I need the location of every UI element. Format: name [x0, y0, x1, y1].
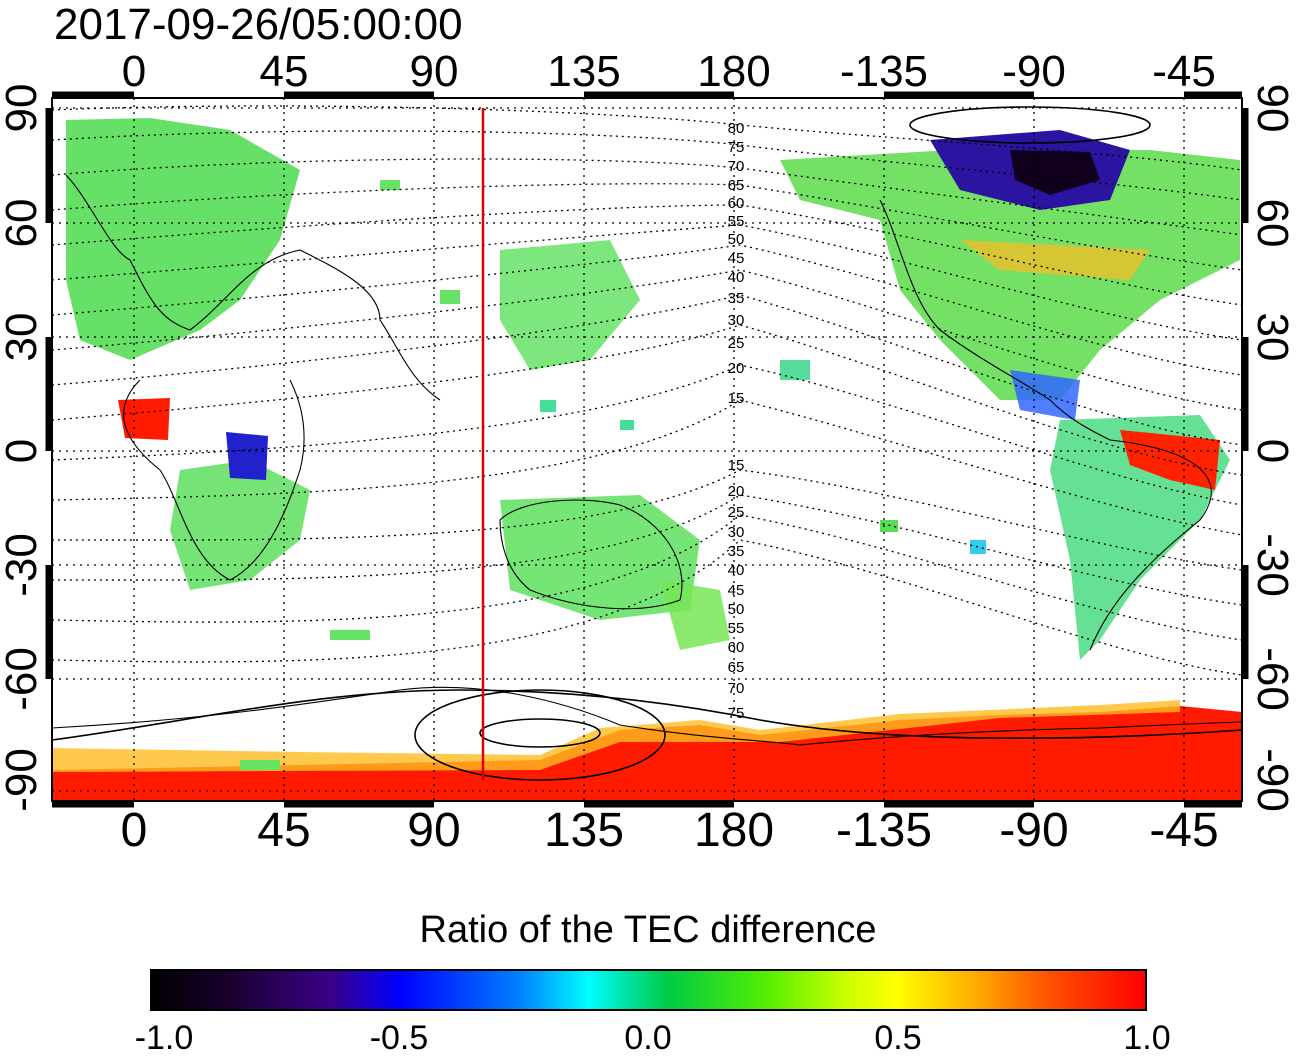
- lat-tick-left: 30: [0, 313, 46, 362]
- lon-tick-bottom: -135: [836, 804, 932, 857]
- colorbar-tick: -0.5: [369, 1019, 429, 1057]
- contour-label-south: 20: [728, 483, 745, 500]
- lat-tick-left: -30: [0, 533, 46, 597]
- scattered-cell: [380, 180, 400, 190]
- lat-tick-left: -60: [0, 647, 46, 711]
- contour-label-north: 80: [728, 120, 745, 137]
- lon-tick-bottom: -90: [999, 804, 1068, 857]
- contour-label-south: 55: [728, 620, 745, 637]
- lon-tick-bottom: -45: [1149, 804, 1218, 857]
- lon-tick-top: 180: [697, 47, 770, 96]
- antarctic-orange-fringe: [52, 700, 1180, 772]
- contour-label-north: 25: [728, 335, 745, 352]
- scattered-cell: [540, 400, 556, 412]
- lon-tick-top: 135: [547, 47, 620, 96]
- contour-label-north: 50: [728, 231, 745, 248]
- lat-tick-left: -90: [0, 748, 46, 812]
- contour-label-north: 70: [728, 158, 745, 175]
- lon-tick-top: -90: [1002, 47, 1066, 96]
- colorbar-tick: 0.0: [624, 1019, 672, 1057]
- lat-tick-right: -30: [1248, 533, 1296, 597]
- contour-label-north: 65: [728, 177, 745, 194]
- contour-label-north: 55: [728, 213, 745, 230]
- contour-label-north: 35: [728, 290, 745, 307]
- scattered-cell: [970, 540, 986, 554]
- lat-tick-right: 30: [1248, 313, 1296, 362]
- lon-tick-bottom: 135: [544, 804, 624, 857]
- graticule: [52, 98, 1242, 801]
- lat-tick-right: 90: [1248, 84, 1296, 133]
- contour-label-south: 60: [728, 639, 745, 656]
- auroral-oval-contours: [52, 106, 1242, 781]
- lat-tick-right: -90: [1248, 748, 1296, 812]
- colorbar-tick: 1.0: [1123, 1019, 1171, 1057]
- europe-region: [66, 118, 300, 360]
- lat-tick-left: 60: [0, 199, 46, 248]
- scattered-cell: [330, 630, 370, 640]
- lon-tick-bottom: 90: [407, 804, 460, 857]
- lon-tick-bottom: 0: [121, 804, 148, 857]
- central-africa-low-ratio-region: [226, 432, 268, 480]
- contour-label-north: 20: [728, 360, 745, 377]
- lon-tick-top: -135: [840, 47, 928, 96]
- contour-label-south: 75: [728, 705, 745, 722]
- colorbar: [150, 969, 1147, 1011]
- contour-label-north: 60: [728, 195, 745, 212]
- contour-label-south: 65: [728, 659, 745, 676]
- contour-label-south: 50: [728, 601, 745, 618]
- scattered-cell: [440, 290, 460, 304]
- contour-label-north: 40: [728, 269, 745, 286]
- scattered-cell: [240, 760, 280, 770]
- contour-label-north: 15: [728, 390, 745, 407]
- lon-tick-top: 90: [410, 47, 459, 96]
- tec-map: 0 45 90 135 180 -135 -90 -45 0 45 90 135…: [0, 47, 1296, 857]
- colorbar-tick: -1.0: [134, 1019, 194, 1057]
- scattered-cell: [780, 360, 810, 380]
- tec-data-layer: [52, 118, 1242, 801]
- lat-tick-left: 0: [0, 439, 46, 463]
- scattered-cell: [880, 520, 898, 532]
- axis-tick-bars: [45, 91, 1249, 808]
- contour-label-south: 15: [728, 457, 745, 474]
- contour-label-south: 45: [728, 582, 745, 599]
- magnetic-latitude-contours: [52, 105, 1242, 676]
- west-africa-high-ratio-region: [118, 398, 170, 440]
- lon-tick-bottom: 45: [257, 804, 310, 857]
- lon-tick-top: -45: [1152, 47, 1216, 96]
- lat-tick-left: 90: [0, 84, 46, 133]
- colorbar-title: Ratio of the TEC difference: [419, 909, 877, 951]
- contour-label-north: 75: [728, 139, 745, 156]
- lat-tick-right: 60: [1248, 199, 1296, 248]
- contour-label-south: 35: [728, 543, 745, 560]
- contour-label-south: 25: [728, 504, 745, 521]
- timestamp-title: 2017-09-26/05:00:00: [54, 0, 463, 49]
- lon-tick-bottom: 180: [694, 804, 774, 857]
- lon-tick-top: 45: [260, 47, 309, 96]
- arctic-dark-core: [1010, 150, 1100, 195]
- lon-tick-top: 0: [122, 47, 146, 96]
- colorbar-tick: 0.5: [874, 1019, 922, 1057]
- north-america-region: [780, 150, 1240, 400]
- scattered-cell: [620, 420, 634, 430]
- contour-label-north: 30: [728, 312, 745, 329]
- canada-orange-band: [960, 240, 1150, 280]
- lat-tick-right: 0: [1248, 439, 1296, 463]
- east-asia-region: [500, 240, 640, 370]
- lat-tick-right: -60: [1248, 647, 1296, 711]
- contour-label-south: 40: [728, 562, 745, 579]
- antarctic-high-ratio-region: [52, 706, 1242, 801]
- africa-region: [170, 460, 310, 590]
- coastlines: [52, 174, 1242, 746]
- new-zealand-region: [660, 580, 730, 650]
- contour-label-south: 30: [728, 524, 745, 541]
- contour-label-north: 45: [728, 250, 745, 267]
- contour-label-south: 70: [728, 680, 745, 697]
- australia-region: [500, 495, 700, 620]
